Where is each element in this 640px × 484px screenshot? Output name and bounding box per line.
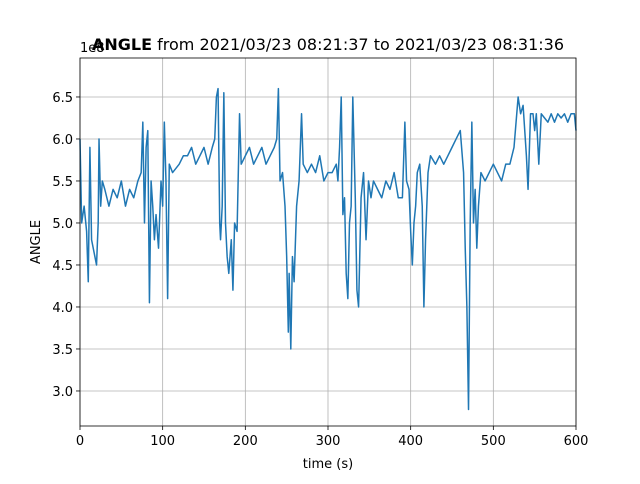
y-tick-label: 5.0 bbox=[52, 217, 73, 232]
y-axis-label: ANGLE bbox=[29, 220, 44, 264]
x-tick-label: 300 bbox=[316, 434, 341, 449]
y-tick-label: 3.0 bbox=[52, 385, 73, 400]
x-tick-label: 600 bbox=[564, 434, 589, 449]
x-tick-label: 200 bbox=[233, 434, 258, 449]
y-tick-label: 3.5 bbox=[52, 343, 73, 358]
x-axis-label: time (s) bbox=[303, 457, 353, 472]
y-tick-label: 4.0 bbox=[52, 301, 73, 316]
x-tick-label: 400 bbox=[398, 434, 423, 449]
x-tick-label: 500 bbox=[481, 434, 506, 449]
title-bold: ANGLE bbox=[92, 35, 152, 54]
y-tick-label: 6.5 bbox=[52, 91, 73, 106]
x-tick-label: 0 bbox=[76, 434, 84, 449]
y-tick-label: 4.5 bbox=[52, 259, 73, 274]
chart-title: ANGLE from 2021/03/23 08:21:37 to 2021/0… bbox=[92, 35, 564, 54]
y-tick-label: 5.5 bbox=[52, 175, 73, 190]
x-tick-label: 100 bbox=[150, 434, 175, 449]
title-rest: from 2021/03/23 08:21:37 to 2021/03/23 0… bbox=[152, 35, 564, 54]
plot-frame bbox=[79, 57, 577, 427]
y-tick-label: 6.0 bbox=[52, 133, 73, 148]
offset-label: 1e8 bbox=[80, 41, 105, 56]
data-line bbox=[79, 87, 577, 411]
